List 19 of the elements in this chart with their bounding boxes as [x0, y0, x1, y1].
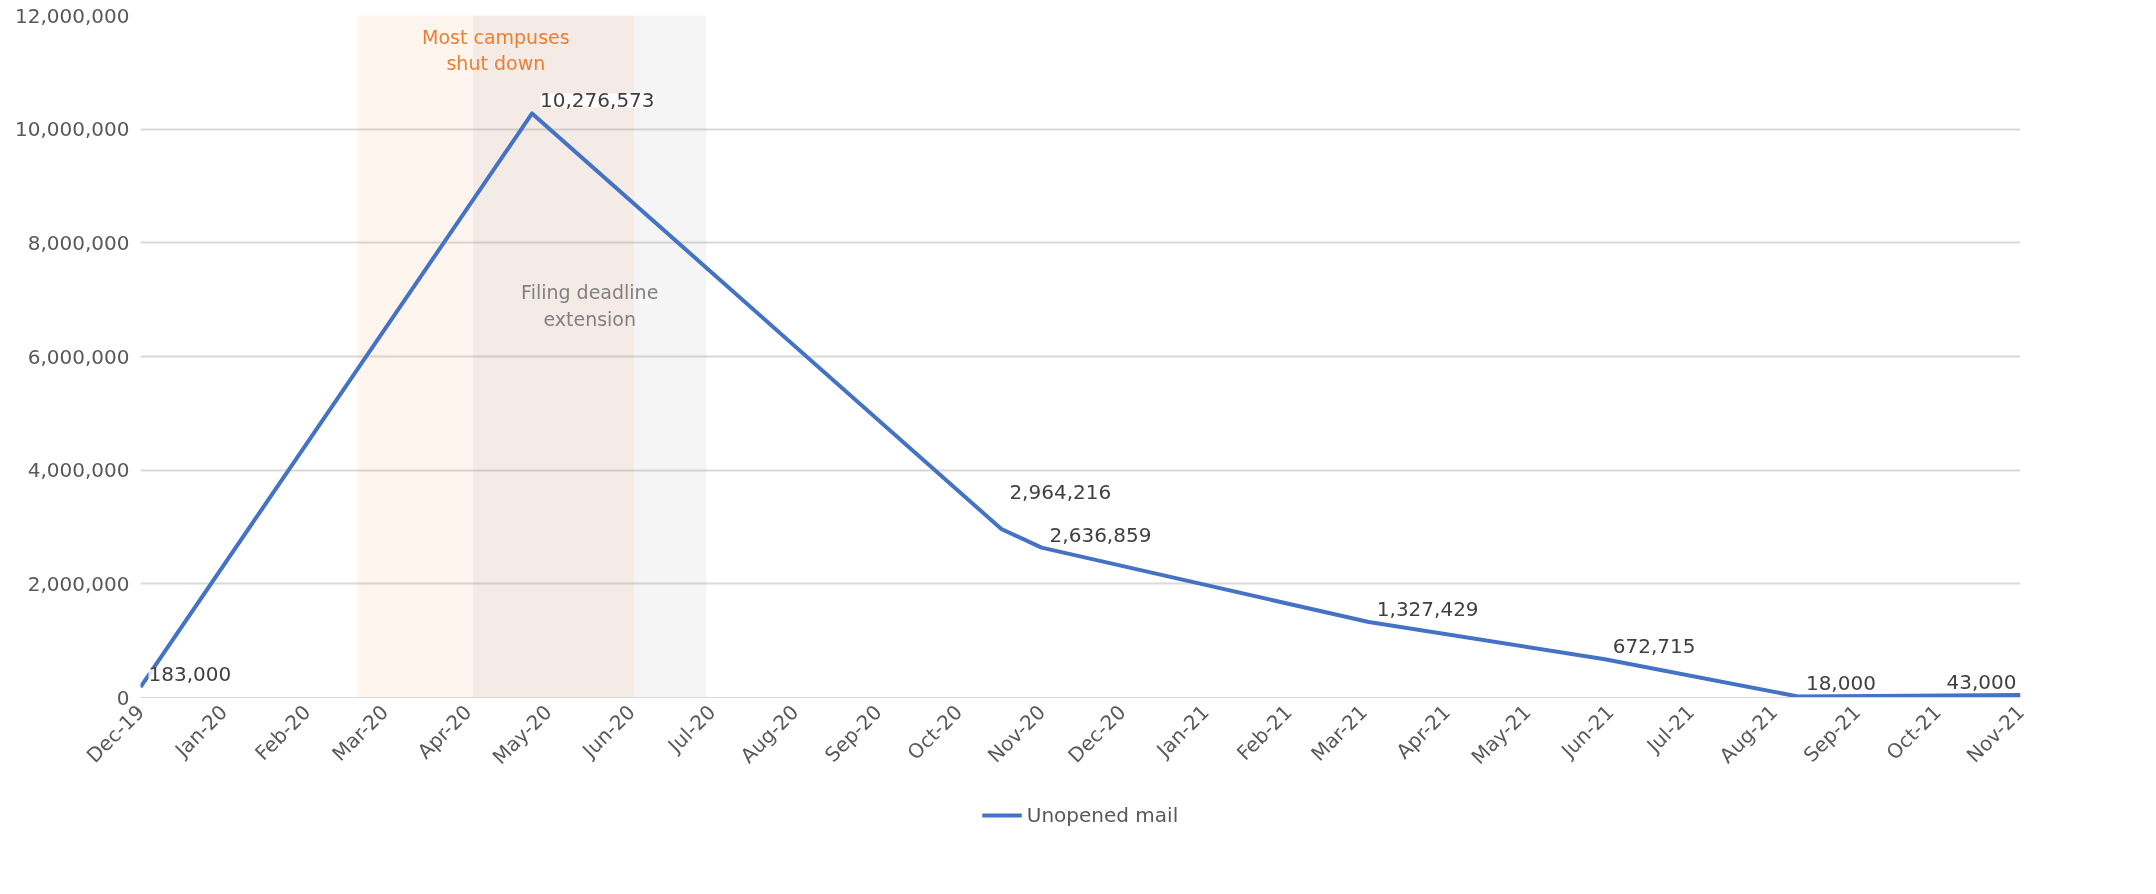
y-tick-label: 2,000,000 — [27, 571, 130, 596]
band-label: Most campuses shut down — [422, 25, 570, 75]
text: 672,715 — [1612, 634, 1696, 659]
text: 10,276,573 — [540, 88, 655, 113]
y-tick-label: 6,000,000 — [27, 344, 130, 369]
y-tick-label: 10,000,000 — [14, 117, 130, 142]
y-tick-label: 8,000,000 — [27, 230, 130, 255]
text: 1,327,429 — [1376, 597, 1479, 622]
text: 18,000 — [1805, 671, 1876, 696]
y-tick-label: 4,000,000 — [27, 458, 130, 483]
text: 43,000 — [1946, 670, 2017, 695]
text: 2,636,859 — [1049, 522, 1152, 547]
line-series — [140, 111, 2021, 698]
y-tick-label: 12,000,000 — [14, 3, 130, 28]
text: 183,000 — [148, 662, 232, 687]
band-label: Filing deadline extension — [521, 281, 659, 330]
text: 2,964,216 — [1009, 480, 1112, 505]
y-tick-label: 0 — [116, 685, 130, 710]
legend-label: Unopened mail — [1026, 803, 1179, 827]
